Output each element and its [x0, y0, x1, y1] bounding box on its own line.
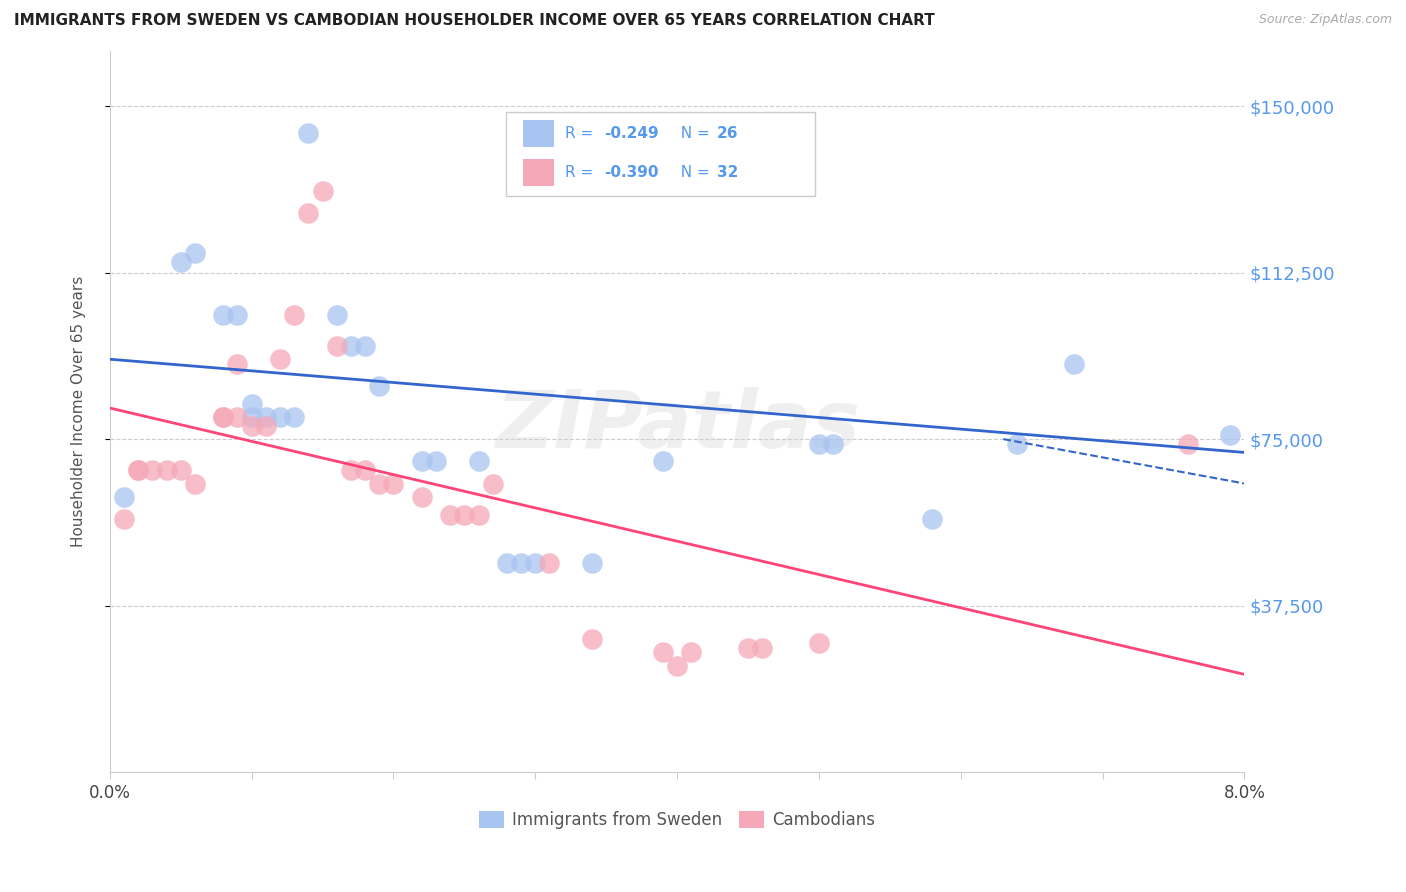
Point [127, 463, 149, 477]
Point [496, 557, 519, 571]
Point [921, 512, 943, 526]
Point [538, 557, 561, 571]
Point [212, 409, 235, 424]
Point [141, 463, 163, 477]
Point [467, 454, 489, 468]
Point [283, 308, 305, 322]
Text: Source: ZipAtlas.com: Source: ZipAtlas.com [1258, 13, 1392, 27]
Point [311, 184, 333, 198]
Point [340, 463, 363, 477]
Point [226, 357, 249, 371]
Y-axis label: Householder Income Over 65 years: Householder Income Over 65 years [72, 276, 86, 547]
Point [510, 557, 533, 571]
Point [1177, 436, 1199, 450]
Point [226, 409, 249, 424]
Point [581, 632, 603, 646]
Point [666, 658, 689, 673]
Point [269, 352, 291, 367]
Point [254, 409, 277, 424]
Point [411, 454, 433, 468]
Point [212, 308, 235, 322]
Point [112, 490, 135, 504]
Point [765, 175, 787, 189]
Point [807, 436, 830, 450]
Point [368, 476, 391, 491]
Point [254, 418, 277, 433]
Point [127, 463, 149, 477]
Point [368, 379, 391, 393]
Point [467, 508, 489, 522]
Point [269, 409, 291, 424]
Point [737, 640, 759, 655]
Point [212, 409, 235, 424]
Point [1007, 436, 1029, 450]
Point [411, 490, 433, 504]
Text: R =: R = [565, 165, 599, 179]
Text: -0.390: -0.390 [605, 165, 659, 179]
Text: N =: N = [671, 165, 714, 179]
Text: IMMIGRANTS FROM SWEDEN VS CAMBODIAN HOUSEHOLDER INCOME OVER 65 YEARS CORRELATION: IMMIGRANTS FROM SWEDEN VS CAMBODIAN HOUS… [14, 13, 935, 29]
Point [524, 557, 547, 571]
Point [170, 254, 193, 268]
Point [481, 476, 503, 491]
Point [240, 409, 263, 424]
Point [184, 476, 207, 491]
Point [283, 409, 305, 424]
Point [155, 463, 177, 477]
Point [297, 205, 319, 219]
Point [652, 645, 675, 659]
Point [823, 436, 845, 450]
Point [1219, 427, 1241, 442]
Point [807, 636, 830, 650]
Point [184, 245, 207, 260]
Point [112, 512, 135, 526]
Point [326, 339, 349, 353]
Point [1063, 357, 1085, 371]
Point [439, 508, 461, 522]
Point [453, 508, 475, 522]
Text: R =: R = [565, 127, 599, 141]
Point [240, 396, 263, 410]
Point [354, 463, 377, 477]
Point [425, 454, 447, 468]
Point [240, 418, 263, 433]
Point [170, 463, 193, 477]
Point [382, 476, 405, 491]
Point [354, 339, 377, 353]
Point [297, 126, 319, 140]
Point [581, 557, 603, 571]
Text: 26: 26 [717, 127, 738, 141]
Point [326, 308, 349, 322]
Legend: Immigrants from Sweden, Cambodians: Immigrants from Sweden, Cambodians [472, 805, 882, 836]
Text: N =: N = [671, 127, 714, 141]
Point [681, 645, 703, 659]
Text: ZIPatlas: ZIPatlas [495, 387, 859, 465]
Point [751, 640, 773, 655]
Point [652, 454, 675, 468]
Text: -0.249: -0.249 [605, 127, 659, 141]
Text: 32: 32 [717, 165, 738, 179]
Point [340, 339, 363, 353]
Point [226, 308, 249, 322]
